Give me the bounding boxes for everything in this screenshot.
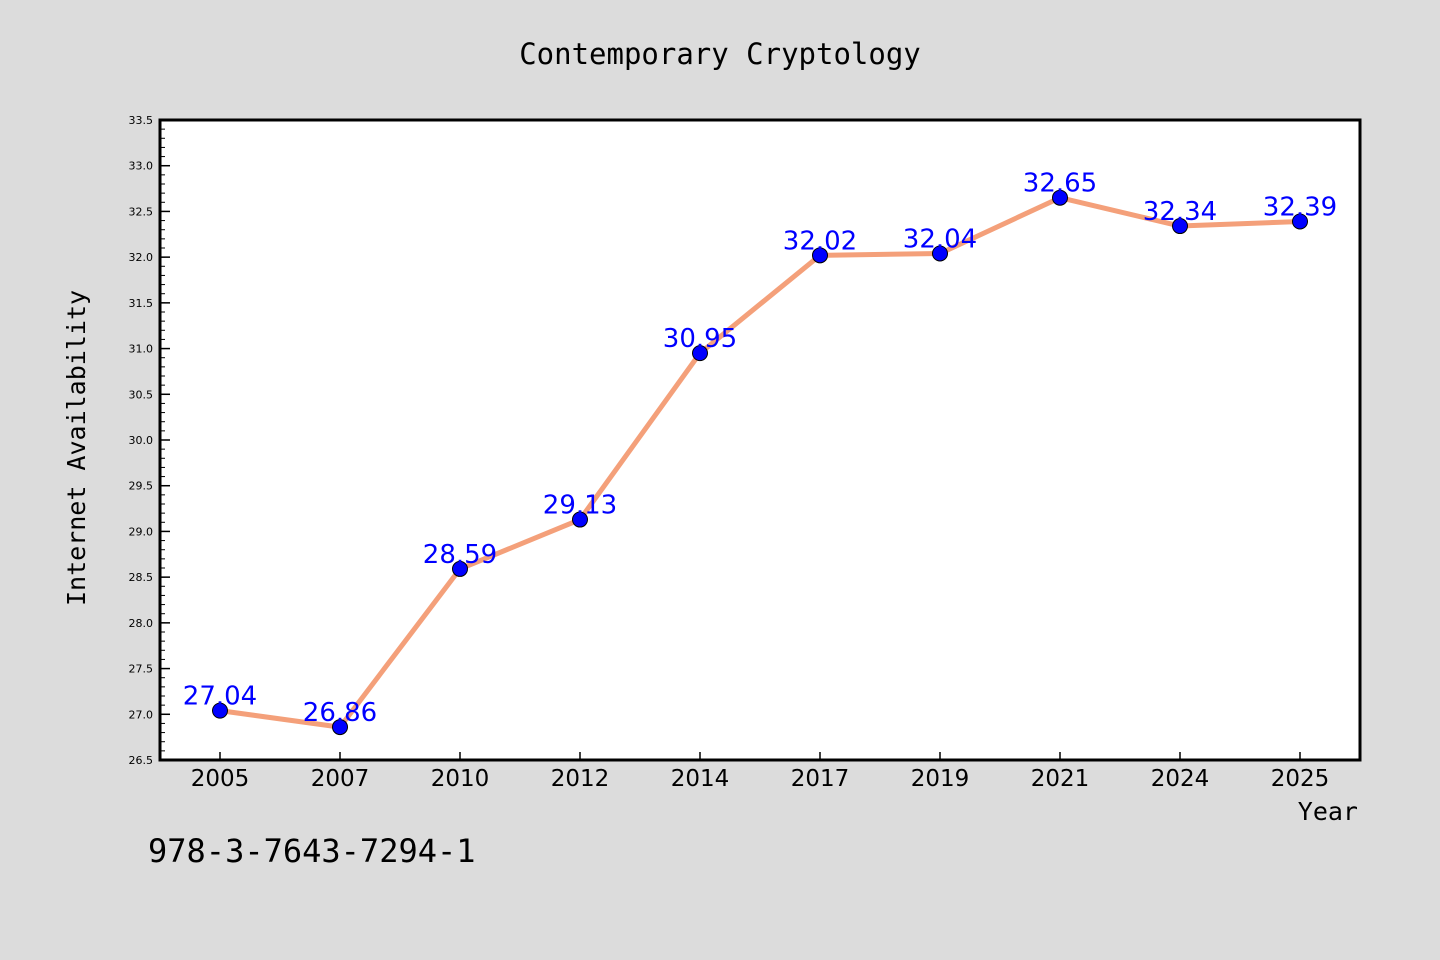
data-point <box>572 511 588 528</box>
chart-title: Contemporary Cryptology <box>519 37 921 71</box>
x-axis-ticks: 2005 2007 2010 2012 2014 2017 2019 2021 2024 2025 <box>191 752 1330 792</box>
data-point <box>1292 213 1308 230</box>
data-label: 32.34 <box>1143 197 1217 227</box>
plot-area <box>160 120 1360 760</box>
data-point <box>812 247 828 264</box>
y-tick-label: 26.5 <box>129 754 154 767</box>
x-tick-label: 2014 <box>671 766 730 792</box>
data-label: 30.95 <box>663 324 737 354</box>
x-tick-label: 2010 <box>431 766 490 792</box>
data-label: 28.59 <box>423 540 497 570</box>
data-point <box>1052 189 1068 206</box>
y-tick-label: 30.5 <box>129 388 154 401</box>
data-point <box>692 345 708 362</box>
y-tick-label: 27.0 <box>129 708 154 721</box>
series-line <box>217 195 1303 730</box>
y-tick-label: 29.0 <box>129 525 154 538</box>
y-tick-label: 29.5 <box>129 480 154 493</box>
data-label: 32.04 <box>903 224 977 254</box>
data-label: 32.39 <box>1263 192 1337 222</box>
x-tick-label: 2012 <box>551 766 610 792</box>
data-label: 32.02 <box>783 226 857 256</box>
data-markers <box>212 189 1308 736</box>
data-labels: 27.04 26.86 28.59 29.13 30.95 32.02 32.04 32.65… <box>183 169 1337 728</box>
x-tick-label: 2005 <box>191 766 250 792</box>
y-tick-label: 28.5 <box>129 571 154 584</box>
y-tick-label: 27.5 <box>129 663 154 676</box>
x-axis-label: Year <box>1298 797 1358 826</box>
data-point <box>932 245 948 262</box>
x-tick-label: 2021 <box>1031 766 1090 792</box>
data-label: 26.86 <box>303 698 377 728</box>
plot-frame <box>158 118 1362 762</box>
y-tick-label: 30.0 <box>129 434 154 447</box>
data-label: 27.04 <box>183 682 257 712</box>
y-tick-label: 33.5 <box>129 114 154 127</box>
data-point <box>212 702 228 719</box>
data-label: 29.13 <box>543 491 617 521</box>
y-tick-label: 28.0 <box>129 617 154 630</box>
x-tick-label: 2025 <box>1271 766 1330 792</box>
data-point <box>1172 218 1188 235</box>
isbn-label: 978-3-7643-7294-1 <box>148 832 476 870</box>
y-tick-label: 32.5 <box>129 205 154 218</box>
x-tick-label: 2007 <box>311 766 370 792</box>
x-tick-label: 2024 <box>1151 766 1210 792</box>
y-tick-label: 31.5 <box>129 297 154 310</box>
y-tick-label: 32.0 <box>129 251 154 264</box>
data-point <box>332 719 348 736</box>
x-tick-label: 2017 <box>791 766 850 792</box>
y-axis-ticks: 26.5 27.0 27.5 28.0 28.5 29.0 29.5 30.0 30.5 31.0… <box>129 114 170 767</box>
y-tick-label: 33.0 <box>129 160 154 173</box>
data-point <box>452 560 468 577</box>
x-tick-label: 2019 <box>911 766 970 792</box>
data-label: 32.65 <box>1023 169 1097 199</box>
y-axis-label: Internet Availability <box>62 290 91 606</box>
y-tick-label: 31.0 <box>129 343 154 356</box>
